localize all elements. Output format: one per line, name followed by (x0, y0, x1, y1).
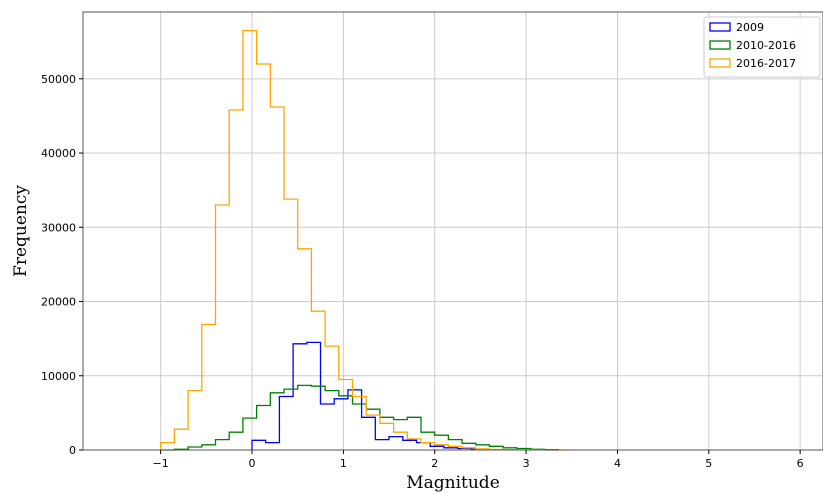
y-axis-title: Frequency (11, 185, 31, 277)
x-axis-title: Magnitude (406, 473, 500, 493)
x-tick-label: 1 (340, 457, 347, 470)
y-tick-label: 0 (69, 444, 76, 457)
legend-box (703, 16, 821, 78)
x-tick-label: 4 (614, 457, 621, 470)
legend-swatch (709, 22, 731, 32)
y-tick-label: 30000 (41, 221, 76, 234)
histogram-series (160, 29, 572, 451)
legend-label: 2010-2016 (736, 39, 796, 52)
y-axis-ticks: 0 10000 20000 30000 40000 50000 (41, 73, 83, 457)
x-tick-label: 3 (523, 457, 530, 470)
y-tick-label: 10000 (41, 370, 76, 383)
x-tick-label: −1 (153, 457, 169, 470)
plot-frame (82, 11, 823, 451)
series-0-histogram (251, 341, 500, 451)
x-axis-ticks: −1 0 1 2 3 4 5 6 (153, 450, 804, 470)
x-tick-label: 0 (249, 457, 256, 470)
y-tick-label: 40000 (41, 147, 76, 160)
y-tick-label: 20000 (41, 296, 76, 309)
series-2-histogram (160, 29, 572, 451)
legend-label: 2016-2017 (736, 57, 796, 70)
grid-lines (83, 12, 823, 451)
y-tick-label: 50000 (41, 73, 76, 86)
series-1-histogram (160, 384, 559, 451)
legend-swatch (709, 40, 731, 50)
x-tick-label: 5 (705, 457, 712, 470)
legend-label: 2009 (736, 21, 764, 34)
x-tick-label: 6 (797, 457, 804, 470)
legend: 2009 2010-2016 2016-2017 (703, 16, 821, 78)
x-tick-label: 2 (431, 457, 438, 470)
legend-swatch (709, 58, 731, 68)
